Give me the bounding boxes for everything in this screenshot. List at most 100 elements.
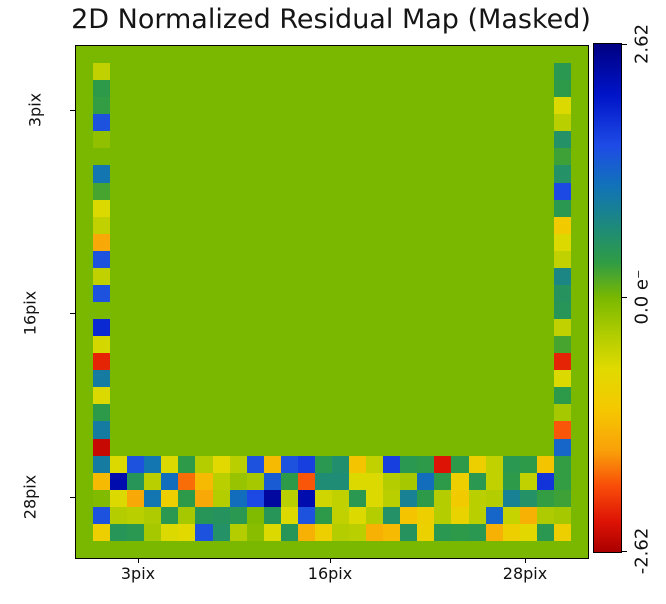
heatmap-cell — [553, 540, 571, 558]
heatmap-cell — [297, 438, 315, 456]
heatmap-cell — [519, 370, 537, 388]
heatmap-cell — [246, 319, 264, 337]
heatmap-cell — [161, 319, 179, 337]
heatmap-cell — [246, 523, 264, 541]
heatmap-cell — [76, 421, 94, 439]
colorbar — [593, 43, 622, 553]
heatmap-cell — [280, 148, 298, 166]
heatmap-cell — [400, 284, 418, 302]
heatmap-cell — [332, 97, 350, 115]
heatmap-cell — [383, 148, 401, 166]
heatmap-cell — [263, 523, 281, 541]
heatmap-cell — [110, 336, 128, 354]
heatmap-cell — [195, 63, 213, 81]
heatmap-cell — [144, 148, 162, 166]
heatmap-cell — [553, 319, 571, 337]
heatmap-cell — [246, 250, 264, 268]
heatmap-cell — [519, 250, 537, 268]
heatmap-cell — [434, 80, 452, 98]
heatmap-cell — [161, 353, 179, 371]
heatmap-cell — [263, 97, 281, 115]
heatmap-cell — [570, 284, 588, 302]
heatmap-cell — [229, 472, 247, 490]
heatmap-cell — [314, 182, 332, 200]
heatmap-cell — [383, 387, 401, 405]
heatmap-cell — [144, 438, 162, 456]
heatmap-cell — [178, 165, 196, 183]
heatmap-cell — [434, 182, 452, 200]
heatmap-cell — [502, 233, 520, 251]
heatmap-cell — [280, 182, 298, 200]
heatmap-cell — [485, 302, 503, 320]
heatmap-cell — [263, 233, 281, 251]
heatmap-cell — [314, 267, 332, 285]
heatmap-cell — [570, 80, 588, 98]
heatmap-cell — [229, 97, 247, 115]
heatmap-cell — [400, 438, 418, 456]
heatmap-cell — [314, 336, 332, 354]
heatmap-cell — [314, 302, 332, 320]
heatmap-cell — [383, 540, 401, 558]
heatmap-cell — [383, 182, 401, 200]
heatmap-cell — [314, 114, 332, 132]
heatmap-cell — [263, 336, 281, 354]
heatmap-cell — [263, 353, 281, 371]
heatmap-cell — [178, 199, 196, 217]
heatmap-cell — [314, 370, 332, 388]
colorbar-label-min: -2.62 — [631, 527, 653, 575]
heatmap-cell — [349, 506, 367, 524]
heatmap-cell — [400, 353, 418, 371]
heatmap-cell — [519, 523, 537, 541]
heatmap-cell — [314, 472, 332, 490]
heatmap-cell — [366, 284, 384, 302]
heatmap-cell — [178, 353, 196, 371]
heatmap-cell — [383, 455, 401, 473]
heatmap-cell — [400, 199, 418, 217]
heatmap-cell — [127, 250, 145, 268]
heatmap-cell — [502, 421, 520, 439]
heatmap-cell — [178, 80, 196, 98]
heatmap-cell — [417, 182, 435, 200]
heatmap-cell — [570, 540, 588, 558]
heatmap-cell — [161, 114, 179, 132]
heatmap-cell — [451, 336, 469, 354]
heatmap-cell — [366, 97, 384, 115]
heatmap-cell — [451, 182, 469, 200]
heatmap-cell — [178, 302, 196, 320]
heatmap-cell — [212, 199, 230, 217]
heatmap-cell — [332, 63, 350, 81]
heatmap-cell — [280, 114, 298, 132]
heatmap-cell — [383, 421, 401, 439]
heatmap-cell — [229, 404, 247, 422]
heatmap-cell — [434, 199, 452, 217]
heatmap-cell — [485, 489, 503, 507]
heatmap-cell — [280, 216, 298, 234]
heatmap-cell — [332, 455, 350, 473]
heatmap-cell — [76, 148, 94, 166]
heatmap-cell — [434, 63, 452, 81]
heatmap-cell — [144, 455, 162, 473]
heatmap-cell — [280, 421, 298, 439]
heatmap-cell — [76, 387, 94, 405]
heatmap-cell — [246, 46, 264, 64]
heatmap-cell — [434, 421, 452, 439]
x-tick-label-3: 3pix — [120, 564, 156, 583]
heatmap-cell — [127, 421, 145, 439]
heatmap-cell — [434, 404, 452, 422]
heatmap-cell — [127, 489, 145, 507]
heatmap-cell — [366, 540, 384, 558]
heatmap-cell — [127, 336, 145, 354]
heatmap-cell — [110, 216, 128, 234]
heatmap-cell — [434, 472, 452, 490]
heatmap-cell — [76, 302, 94, 320]
heatmap-cell — [93, 319, 111, 337]
heatmap-cell — [76, 97, 94, 115]
heatmap-cell — [178, 421, 196, 439]
heatmap-cell — [553, 421, 571, 439]
heatmap-cell — [332, 506, 350, 524]
heatmap-cell — [76, 267, 94, 285]
heatmap-cell — [110, 506, 128, 524]
heatmap-cell — [349, 421, 367, 439]
heatmap-cell — [400, 233, 418, 251]
heatmap-cell — [502, 404, 520, 422]
